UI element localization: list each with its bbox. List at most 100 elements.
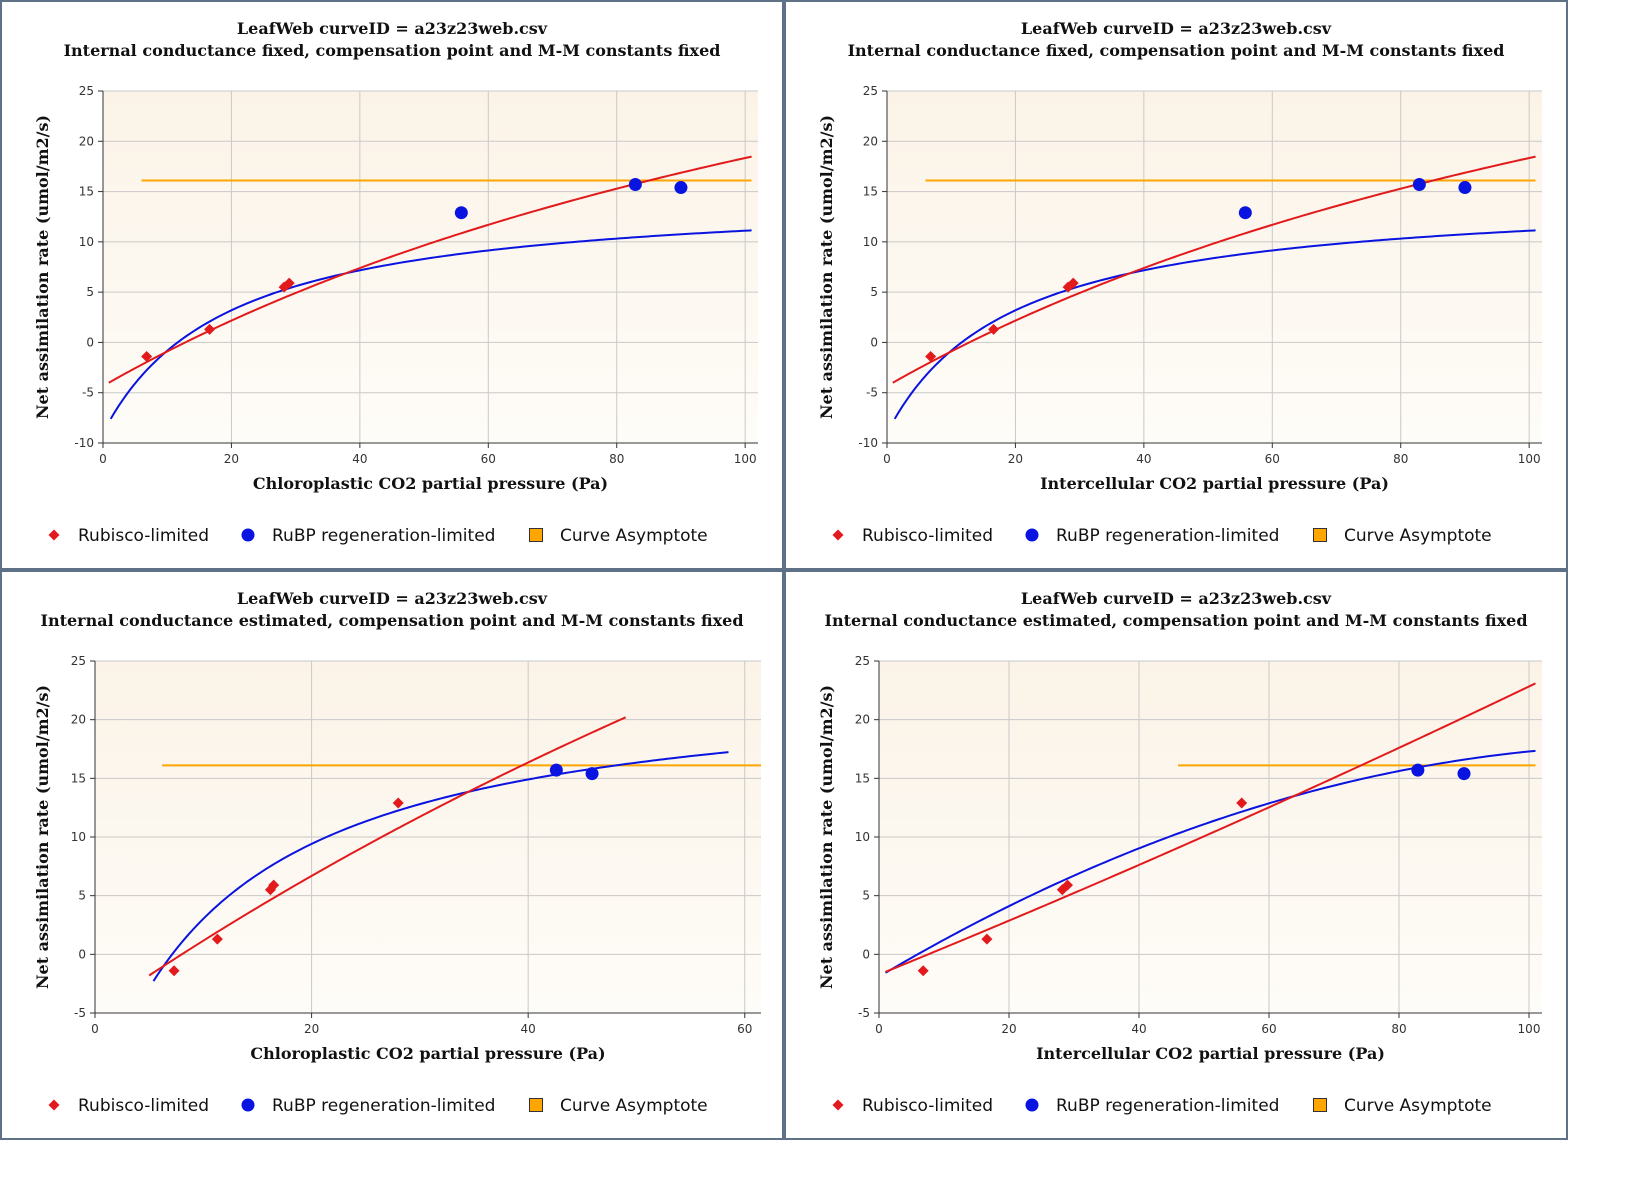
- rubp-point: [585, 767, 599, 781]
- rubisco-point: [204, 323, 216, 335]
- y-axis-label: Net assimilation rate (umol/m2/s): [817, 685, 836, 989]
- rubp-point: [1457, 767, 1471, 781]
- rubisco-point: [268, 879, 280, 891]
- chart-svg: LeafWeb curveID = a23z23web.csv Internal …: [817, 589, 1542, 1116]
- y-tick-label: 5: [86, 285, 94, 299]
- legend-marker-diamond: [832, 1099, 844, 1111]
- x-tick-label: 20: [304, 1022, 319, 1036]
- rubisco-point: [168, 965, 180, 977]
- y-tick-label: -5: [858, 1006, 870, 1020]
- rubisco-point: [988, 323, 1000, 335]
- y-axis-label: Net assimilation rate (umol/m2/s): [33, 115, 52, 419]
- chart-title: LeafWeb curveID = a23z23web.csv: [237, 19, 548, 38]
- chart-subtitle: Internal conductance fixed, compensation…: [64, 41, 721, 60]
- x-tick-label: 0: [99, 452, 107, 466]
- y-tick-label: 5: [870, 285, 878, 299]
- series-group: [884, 682, 1536, 974]
- legend-label: RuBP regeneration-limited: [1056, 1096, 1279, 1116]
- series-group: [892, 155, 1536, 420]
- y-tick-label: 20: [855, 713, 870, 727]
- chart-svg: LeafWeb curveID = a23z23web.csv Internal …: [817, 19, 1542, 546]
- legend-marker-square: [1313, 1098, 1327, 1112]
- x-tick-label: 60: [1261, 1022, 1276, 1036]
- rubisco-point: [141, 351, 153, 363]
- chart-panel-2: LeafWeb curveID = a23z23web.csv Internal …: [784, 0, 1568, 570]
- legend-marker-circle: [1025, 528, 1039, 542]
- y-tick-label: -5: [74, 1006, 86, 1020]
- rubp-curve: [152, 751, 729, 982]
- x-tick-label: 20: [1008, 452, 1023, 466]
- rubisco-point: [1062, 281, 1074, 293]
- legend-label: Rubisco-limited: [862, 526, 993, 546]
- plot-area: [103, 91, 758, 443]
- y-tick-label: 10: [855, 830, 870, 844]
- rubp-curve: [109, 229, 752, 420]
- rubisco-point: [1067, 277, 1079, 289]
- x-axis-label: Intercellular CO2 partial pressure (Pa): [1040, 474, 1389, 493]
- x-tick-label: 100: [734, 452, 757, 466]
- chart-subtitle: Internal conductance estimated, compensa…: [824, 611, 1527, 630]
- y-tick-label: -5: [866, 386, 878, 400]
- y-tick-label: 15: [71, 771, 86, 785]
- y-tick-label: 25: [79, 84, 94, 98]
- legend-label: RuBP regeneration-limited: [1056, 526, 1279, 546]
- x-tick-label: 40: [1136, 452, 1151, 466]
- chart-title: LeafWeb curveID = a23z23web.csv: [237, 589, 548, 608]
- rubisco-curve: [892, 155, 1536, 384]
- x-tick-label: 60: [481, 452, 496, 466]
- x-tick-label: 40: [352, 452, 367, 466]
- legend-marker-circle: [1025, 1098, 1039, 1112]
- x-tick-label: 0: [91, 1022, 99, 1036]
- legend-label: Rubisco-limited: [78, 1096, 209, 1116]
- rubisco-point: [1236, 797, 1248, 809]
- y-tick-label: 15: [863, 185, 878, 199]
- rubp-point: [454, 206, 468, 220]
- legend-label: Rubisco-limited: [862, 1096, 993, 1116]
- legend-marker-square: [529, 1098, 543, 1112]
- legend-marker-diamond: [832, 529, 844, 541]
- y-tick-label: 10: [79, 235, 94, 249]
- rubisco-point: [981, 933, 993, 945]
- legend-marker-square: [1313, 528, 1327, 542]
- plot-area: [887, 91, 1542, 443]
- rubisco-point: [1062, 879, 1073, 891]
- legend-label: Curve Asymptote: [1344, 1096, 1492, 1116]
- legend-marker-diamond: [48, 529, 60, 541]
- x-tick-label: 0: [875, 1022, 883, 1036]
- rubp-point: [628, 178, 642, 192]
- rubp-point: [1458, 181, 1472, 195]
- chart-panel-1: LeafWeb curveID = a23z23web.csv Internal …: [0, 0, 784, 570]
- x-tick-label: 80: [1391, 1022, 1406, 1036]
- y-tick-label: 20: [863, 134, 878, 148]
- x-tick-label: 100: [1518, 452, 1541, 466]
- x-tick-label: 20: [224, 452, 239, 466]
- rubisco-point: [1056, 884, 1068, 896]
- legend-marker-square: [529, 528, 543, 542]
- y-tick-label: 25: [863, 84, 878, 98]
- rubp-point: [674, 181, 688, 195]
- legend-label: RuBP regeneration-limited: [272, 1096, 495, 1116]
- y-tick-label: -10: [858, 436, 878, 450]
- y-tick-label: 15: [855, 771, 870, 785]
- y-tick-label: 25: [71, 654, 86, 668]
- y-tick-label: 5: [862, 889, 870, 903]
- y-tick-label: 15: [79, 185, 94, 199]
- x-tick-label: 40: [521, 1022, 536, 1036]
- y-tick-label: 0: [862, 947, 870, 961]
- series-group: [108, 155, 752, 420]
- y-tick-label: -5: [82, 386, 94, 400]
- chart-title: LeafWeb curveID = a23z23web.csv: [1021, 589, 1332, 608]
- chart-subtitle: Internal conductance fixed, compensation…: [848, 41, 1505, 60]
- y-tick-label: -10: [74, 436, 94, 450]
- legend-marker-circle: [241, 1098, 255, 1112]
- legend-marker-diamond: [48, 1099, 60, 1111]
- rubisco-point: [283, 277, 295, 289]
- y-axis-label: Net assimilation rate (umol/m2/s): [817, 115, 836, 419]
- rubp-point: [1412, 178, 1426, 192]
- legend-label: Curve Asymptote: [560, 526, 708, 546]
- x-tick-label: 0: [883, 452, 891, 466]
- chart-panel-3: LeafWeb curveID = a23z23web.csv Internal …: [0, 570, 784, 1140]
- x-tick-label: 60: [737, 1022, 752, 1036]
- x-tick-label: 80: [609, 452, 624, 466]
- rubp-point: [1411, 763, 1425, 777]
